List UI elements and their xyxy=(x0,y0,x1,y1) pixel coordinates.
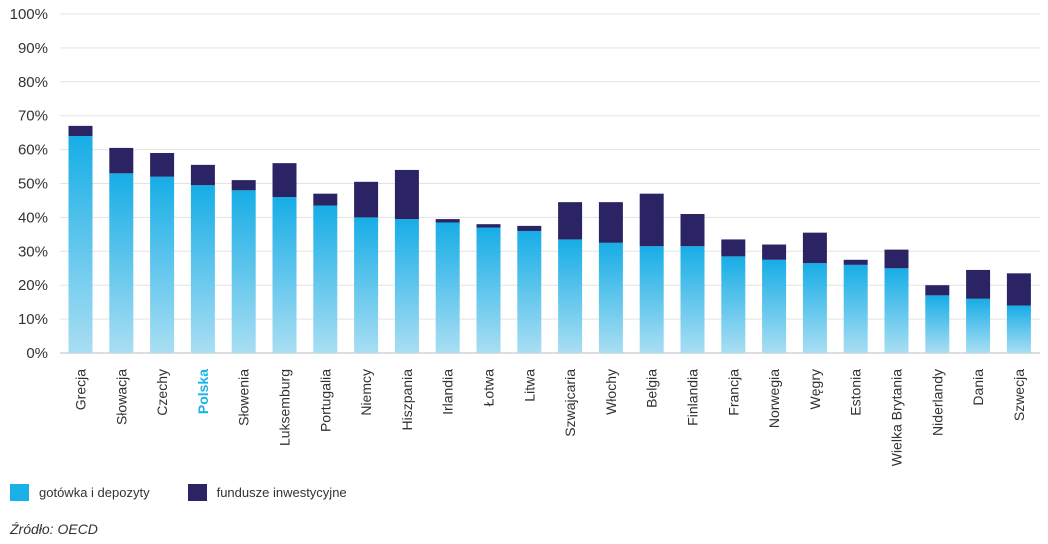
bar-segment-cash xyxy=(843,264,868,353)
y-tick-label: 80% xyxy=(18,74,48,91)
legend-swatch-cash xyxy=(10,484,29,501)
x-category-label: Szwajcaria xyxy=(562,369,578,437)
bar-segment-funds xyxy=(313,193,338,206)
x-category-label: Łotwa xyxy=(481,369,497,407)
bar-segment-cash xyxy=(435,222,460,353)
y-axis-ticks: 0% 10% 20% 30% 40% 50% 60% 70% 80% 90% 100% xyxy=(10,6,48,362)
x-axis-labels: Grecja Słowacja Czechy Polska Słowenia Luksem… xyxy=(73,369,1027,466)
y-tick-label: 10% xyxy=(18,311,48,328)
y-tick-label: 70% xyxy=(18,108,48,125)
x-category-label: Hiszpania xyxy=(399,369,415,431)
bar-segment-cash xyxy=(884,268,909,353)
bar-segment-funds xyxy=(190,164,215,186)
bar-segment-funds xyxy=(517,225,542,231)
x-category-label: Czechy xyxy=(154,369,170,416)
bar-segment-funds xyxy=(925,285,950,296)
bar-segment-funds xyxy=(394,169,419,220)
x-category-label: Węgry xyxy=(807,369,823,409)
legend: gotówka i depozyty fundusze inwestycyjne xyxy=(10,484,385,501)
bar-segment-funds xyxy=(639,193,664,247)
bar-segment-funds xyxy=(1006,273,1031,306)
x-category-label: Niderlandy xyxy=(929,369,945,436)
x-category-label: Litwa xyxy=(521,369,537,402)
bar-segment-cash xyxy=(598,242,623,353)
x-category-label: Estonia xyxy=(848,369,864,416)
bar-segment-cash xyxy=(272,197,297,353)
bar-segment-funds xyxy=(231,180,256,191)
bar-segment-cash xyxy=(150,176,175,353)
bar-segment-funds xyxy=(435,219,460,223)
y-tick-label: 60% xyxy=(18,142,48,159)
bar-segment-funds xyxy=(68,125,93,137)
bar-segment-funds xyxy=(884,249,909,269)
y-tick-label: 100% xyxy=(10,6,48,23)
y-tick-label: 0% xyxy=(26,345,48,362)
bar-segment-funds xyxy=(721,239,746,257)
y-tick-label: 20% xyxy=(18,277,48,294)
bar-segment-funds xyxy=(109,147,134,174)
y-tick-label: 90% xyxy=(18,40,48,57)
bar-segment-funds xyxy=(762,244,787,260)
y-tick-label: 50% xyxy=(18,176,48,193)
x-category-label: Portugalia xyxy=(317,369,333,432)
bar-segment-cash xyxy=(762,259,787,353)
bar-segment-cash xyxy=(925,295,950,353)
bar-segment-cash xyxy=(966,298,991,353)
bar-segment-cash xyxy=(68,136,93,353)
bar-segment-cash xyxy=(558,239,583,353)
bar-segment-cash xyxy=(802,263,827,353)
bar-segment-cash xyxy=(231,190,256,353)
bar-segment-funds xyxy=(272,163,297,198)
x-category-label: Słowenia xyxy=(236,369,252,426)
x-category-label: Niemcy xyxy=(358,369,374,416)
bar-segment-cash xyxy=(313,205,338,353)
bar-segment-cash xyxy=(394,219,419,353)
y-tick-label: 30% xyxy=(18,243,48,260)
x-category-label: Polska xyxy=(195,369,211,414)
bar-segment-funds xyxy=(354,181,379,218)
x-category-label: Luksemburg xyxy=(277,369,293,446)
legend-label-cash: gotówka i depozyty xyxy=(39,485,150,500)
bar-segment-funds xyxy=(680,214,705,247)
gridlines xyxy=(60,13,1040,354)
bar-segment-cash xyxy=(190,185,215,353)
x-category-label: Belgia xyxy=(644,369,660,408)
legend-swatch-funds xyxy=(187,484,207,501)
bar-segment-funds xyxy=(558,202,583,240)
x-category-label: Grecja xyxy=(73,369,89,410)
legend-item-funds: fundusze inwestycyjne xyxy=(187,484,347,501)
bar-segment-cash xyxy=(721,256,746,353)
stacked-bar-chart: 0% 10% 20% 30% 40% 50% 60% 70% 80% 90% 100% Grecja… xyxy=(10,6,1040,466)
x-category-label: Słowacja xyxy=(113,369,129,425)
x-category-label: Wielka Brytania xyxy=(889,369,905,466)
bar-segment-funds xyxy=(843,259,868,265)
bar-segment-funds xyxy=(598,202,623,243)
x-category-label: Włochy xyxy=(603,369,619,415)
bar-segment-funds xyxy=(150,152,175,177)
legend-label-funds: fundusze inwestycyjne xyxy=(216,485,347,500)
bar-segment-cash xyxy=(517,230,542,353)
bars xyxy=(68,125,1031,353)
source-note: Źródło: OECD xyxy=(10,521,98,537)
x-category-label: Finlandia xyxy=(685,369,701,426)
x-category-label: Francja xyxy=(725,369,741,416)
bar-segment-funds xyxy=(966,269,991,299)
bar-segment-funds xyxy=(476,224,501,228)
bar-segment-cash xyxy=(680,246,705,353)
x-category-label: Szwecja xyxy=(1011,369,1027,421)
x-category-label: Dania xyxy=(970,369,986,406)
bar-segment-cash xyxy=(354,217,379,353)
x-category-label: Norwegia xyxy=(766,369,782,428)
bar-segment-cash xyxy=(639,246,664,353)
bar-segment-funds xyxy=(802,232,827,264)
bar-segment-cash xyxy=(109,173,134,353)
legend-item-cash: gotówka i depozyty xyxy=(10,484,150,501)
bar-segment-cash xyxy=(476,227,501,353)
x-category-label: Irlandia xyxy=(440,369,456,415)
y-tick-label: 40% xyxy=(18,209,48,226)
bar-segment-cash xyxy=(1006,305,1031,353)
